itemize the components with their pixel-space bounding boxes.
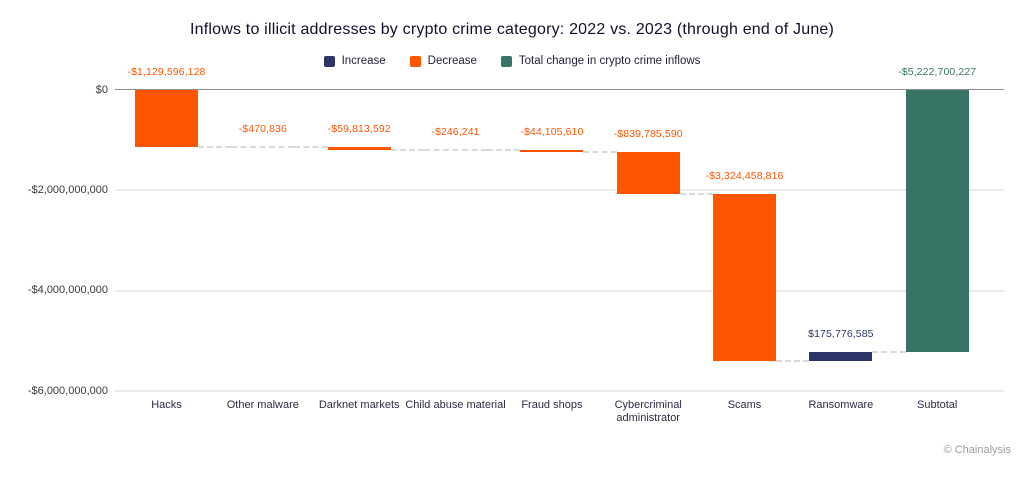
x-axis-label-child-abuse-material: Child abuse material	[405, 399, 506, 411]
x-axis-label-scams: Scams	[727, 399, 762, 411]
value-label-fraud-shops: -$44,105,610	[520, 125, 584, 138]
legend-label-decrease: Decrease	[427, 55, 477, 67]
legend-swatch-increase	[323, 55, 335, 67]
value-label-cybercriminal-administrator: -$839,785,590	[613, 127, 683, 140]
connector-across-other-malware	[231, 145, 295, 148]
connector-darknet-markets	[390, 148, 424, 151]
legend-label-increase: Increase	[341, 55, 386, 67]
connector-fraud-shops	[583, 150, 617, 153]
x-axis-label-fraud-shops: Fraud shops	[521, 399, 583, 411]
value-label-ransomware: $175,776,585	[808, 328, 874, 340]
legend-item-decrease: Decrease	[409, 55, 477, 67]
x-axis-label-other-malware: Other malware	[226, 399, 299, 411]
x-axis-label-subtotal: Subtotal	[917, 399, 958, 411]
legend-swatch-decrease	[409, 55, 421, 67]
connector-scams	[776, 359, 810, 362]
y-axis-tick-0: $0	[95, 83, 108, 96]
connector-child-abuse-material	[487, 148, 521, 151]
gridline-0	[115, 89, 1004, 90]
legend: Increase Decrease Total change in crypto…	[0, 55, 1024, 67]
bar-scams	[713, 194, 776, 361]
legend-item-increase: Increase	[323, 55, 386, 67]
connector-ransomware	[872, 351, 906, 353]
bar-fraud-shops	[520, 149, 584, 152]
connector-other-malware	[294, 145, 328, 148]
legend-item-total: Total change in crypto crime inflows	[500, 55, 701, 67]
value-label-child-abuse-material: -$246,241	[431, 125, 480, 138]
bar-ransomware	[809, 352, 873, 361]
y-axis-tick-3: -$6,000,000,000	[27, 384, 108, 397]
value-label-scams: -$3,324,458,816	[705, 170, 784, 182]
x-axis-label-darknet-markets: Darknet markets	[318, 399, 400, 411]
bar-subtotal	[905, 90, 969, 352]
x-axis-label-hacks: Hacks	[151, 399, 182, 411]
y-axis-tick-1: -$2,000,000,000	[27, 183, 108, 196]
connector-across-child-abuse-material	[424, 148, 488, 151]
gridline-2	[115, 289, 1004, 292]
y-axis-tick-2: -$4,000,000,000	[27, 284, 108, 297]
connector-cybercriminal-administrator	[679, 193, 714, 196]
gridline-3	[115, 390, 1004, 392]
connector-hacks	[198, 145, 232, 148]
copyright-text: © Chainalysis	[943, 444, 1011, 456]
bar-hacks	[135, 90, 198, 147]
value-label-subtotal: -$5,222,700,227	[898, 66, 977, 78]
x-axis-label-cybercriminal-administrator: Cybercriminal administrator	[614, 399, 682, 424]
value-label-other-malware: -$470,836	[238, 122, 287, 135]
value-label-darknet-markets: -$59,813,592	[327, 122, 391, 135]
bar-cybercriminal-administrator	[616, 151, 680, 194]
value-label-hacks: -$1,129,596,128	[127, 66, 206, 78]
chart-title: Inflows to illicit addresses by crypto c…	[189, 21, 835, 38]
x-axis-label-ransomware: Ransomware	[808, 399, 874, 411]
bar-darknet-markets	[327, 146, 391, 150]
gridline-1	[115, 189, 1004, 192]
legend-swatch-total	[500, 55, 512, 67]
legend-label-total: Total change in crypto crime inflows	[518, 55, 701, 67]
